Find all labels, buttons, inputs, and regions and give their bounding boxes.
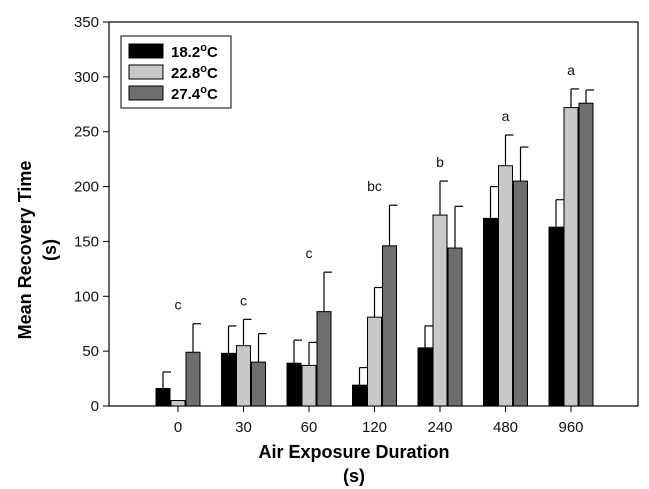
bar-18-2: [286, 362, 302, 407]
legend-swatch: [128, 64, 164, 80]
y-axis-unit: (s): [40, 239, 60, 261]
y-tick-label: 300: [74, 69, 99, 86]
bar-27-4: [251, 361, 266, 407]
x-tick-label: 0: [174, 419, 182, 436]
significance-label: c: [306, 245, 313, 261]
plot-area: 0 50 100 150 200 250 300 350 0 c 30 c 60 c 120 bc 240 b 48…: [74, 14, 639, 436]
y-axis-title: Mean Recovery Time: [15, 161, 35, 340]
y-axis-unit-group: (s): [40, 239, 60, 261]
y-tick-label: 0: [91, 398, 99, 415]
legend-label: 27.4oC: [171, 84, 218, 103]
x-tick-label: 960: [558, 419, 583, 436]
significance-label: bc: [367, 178, 382, 194]
x-tick-label: 60: [301, 419, 318, 436]
significance-label: a: [502, 108, 510, 124]
bar-22-8: [563, 107, 579, 407]
bar-22-8: [498, 165, 513, 407]
legend: 18.2oC 22.8oC 27.4oC: [120, 35, 232, 109]
x-axis-unit: (s): [343, 466, 365, 486]
significance-label: c: [240, 292, 247, 308]
bar-27-4: [382, 245, 397, 407]
bar-22-8: [236, 345, 251, 407]
y-tick-label: 50: [82, 343, 99, 360]
bar-22-8: [367, 316, 382, 407]
significance-label: a: [567, 62, 575, 78]
x-axis-title: Air Exposure Duration: [258, 442, 449, 462]
bar-27-4: [447, 247, 463, 407]
bar-18-2: [352, 384, 367, 407]
bar-18-2: [548, 226, 564, 407]
bar-27-4: [513, 180, 528, 407]
x-tick-label: 120: [362, 419, 387, 436]
bar-22-8: [301, 364, 317, 407]
bar-18-2: [483, 217, 498, 407]
bar-18-2: [155, 387, 171, 407]
y-tick-label: 100: [74, 288, 99, 305]
y-tick-label: 350: [74, 14, 99, 31]
y-tick-label: 150: [74, 233, 99, 250]
bar-22-8: [170, 400, 186, 407]
x-tick-label: 240: [427, 419, 452, 436]
x-tick-label: 30: [235, 419, 252, 436]
legend-label: 22.8oC: [171, 63, 218, 82]
significance-label: b: [436, 154, 444, 170]
significance-label: c: [175, 297, 182, 313]
bar-18-2: [417, 347, 433, 407]
bar-22-8: [432, 214, 448, 407]
y-tick-label: 200: [74, 179, 99, 196]
y-tick-label: 250: [74, 124, 99, 141]
bar-27-4: [185, 351, 201, 407]
bar-18-2: [221, 352, 236, 407]
legend-label: 18.2oC: [171, 42, 218, 61]
y-axis-title-group: Mean Recovery Time: [15, 161, 35, 340]
bar-27-4: [578, 102, 594, 407]
legend-swatch: [128, 43, 164, 59]
legend-swatch: [128, 85, 164, 101]
x-tick-label: 480: [493, 419, 518, 436]
bar-27-4: [316, 311, 332, 407]
